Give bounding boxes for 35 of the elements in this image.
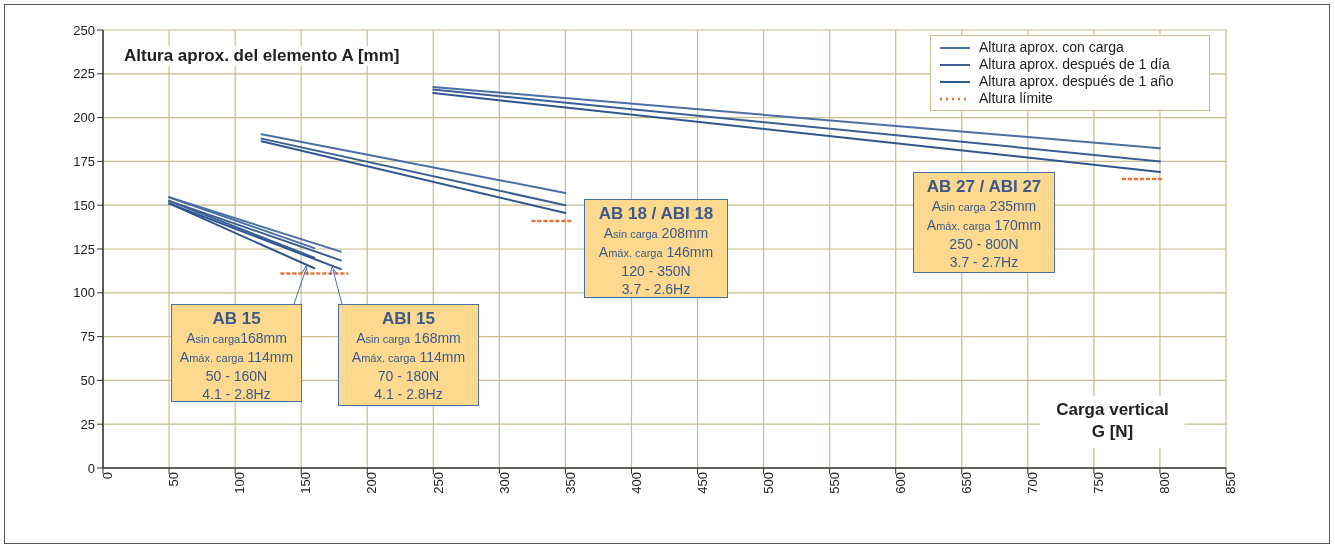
x-tick-label: 550: [826, 472, 842, 494]
x-tick-label: 650: [958, 472, 974, 494]
x-axis-title: Carga vertical G [N]: [1040, 396, 1185, 448]
x-tick-label: 100: [232, 472, 248, 494]
y-tick-label: 75: [80, 329, 95, 345]
x-tick-label: 300: [496, 472, 512, 494]
text: Altura aprox. del elemento A [mm]: [124, 46, 400, 66]
x-tick-label: 700: [1025, 472, 1041, 494]
legend-label: Altura aprox. después de 1 día: [979, 56, 1170, 73]
x-tick-label: 350: [562, 472, 578, 494]
y-tick-label: 225: [73, 66, 95, 82]
y-tick-label: 100: [73, 285, 95, 301]
x-tick-label: 400: [628, 472, 644, 494]
x-tick-label: 800: [1157, 472, 1173, 494]
y-tick-label: 175: [73, 154, 95, 170]
x-tick-label: 150: [298, 472, 314, 494]
x-tick-label: 750: [1091, 472, 1107, 494]
y-tick-label: 125: [73, 241, 95, 257]
x-tick-label: 500: [760, 472, 776, 494]
legend-label: Altura aprox. después de 1 año: [979, 73, 1174, 90]
y-tick-label: 200: [73, 110, 95, 126]
x-tick-label: 600: [892, 472, 908, 494]
x-tick-label: 850: [1223, 472, 1239, 494]
y-tick-label: 0: [87, 460, 95, 476]
legend-label: Altura límite: [979, 90, 1053, 107]
x-tick-label: 200: [364, 472, 380, 494]
y-tick-label: 50: [80, 373, 95, 389]
y-tick-label: 250: [73, 22, 95, 38]
legend-label: Altura aprox. con carga: [979, 39, 1124, 56]
x-tick-label: 50: [166, 472, 182, 487]
x-tick-label: 0: [100, 472, 116, 480]
y-tick-label: 150: [73, 197, 95, 213]
y-tick-label: 25: [80, 416, 95, 432]
x-tick-label: 250: [430, 472, 446, 494]
x-tick-label: 450: [694, 472, 710, 494]
